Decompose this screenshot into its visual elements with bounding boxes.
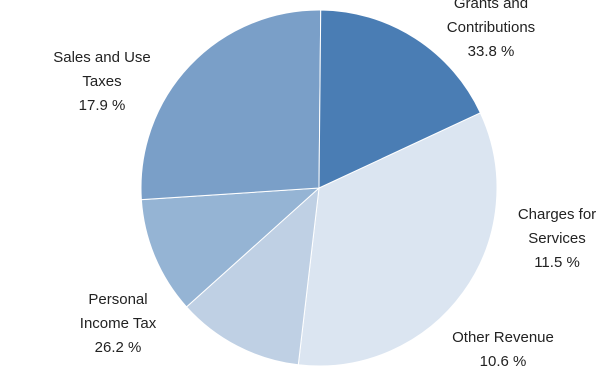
pie-slice-4 xyxy=(318,9,481,189)
pie-slices xyxy=(140,9,498,367)
pie-value-label-1: 11.5 % xyxy=(534,254,580,271)
pie-slice-2 xyxy=(140,187,321,308)
pie-label-4: Sales and Use Taxes 17.9 % xyxy=(53,49,151,114)
pie-label-1: Charges for Services 11.5 % xyxy=(518,206,596,271)
pie-category-label-0: Contributions xyxy=(447,19,535,36)
pie-category-label-1: Services xyxy=(528,230,586,247)
pie-category-label-3: Income Tax xyxy=(80,315,157,332)
pie-slice-0 xyxy=(297,112,498,367)
pie-label-0: Grants and Contributions 33.8 % xyxy=(447,0,535,60)
pie-value-label-2: 10.6 % xyxy=(480,353,527,369)
pie-value-label-0: 33.8 % xyxy=(468,43,515,60)
pie-category-label-4: Taxes xyxy=(82,73,121,90)
pie-slice-3 xyxy=(140,9,322,201)
pie-label-3: Personal Income Tax 26.2 % xyxy=(80,291,157,356)
pie-category-label-3: Personal xyxy=(88,291,147,308)
pie-label-2: Other Revenue 10.6 % xyxy=(452,329,554,369)
pie-category-label-2: Other Revenue xyxy=(452,329,554,346)
pie-category-label-1: Charges for xyxy=(518,206,596,223)
pie-value-label-4: 17.9 % xyxy=(79,97,126,114)
pie-category-label-4: Sales and Use xyxy=(53,49,151,66)
pie-labels: Grants and Contributions 33.8 % Charges for… xyxy=(53,0,596,369)
pie-category-label-0: Grants and xyxy=(454,0,528,12)
pie-value-label-3: 26.2 % xyxy=(95,339,142,356)
pie-slice-1 xyxy=(185,186,320,366)
